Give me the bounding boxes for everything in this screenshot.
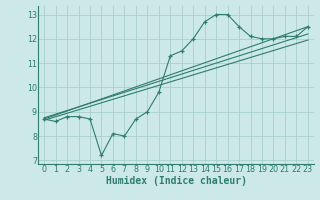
X-axis label: Humidex (Indice chaleur): Humidex (Indice chaleur) xyxy=(106,176,246,186)
